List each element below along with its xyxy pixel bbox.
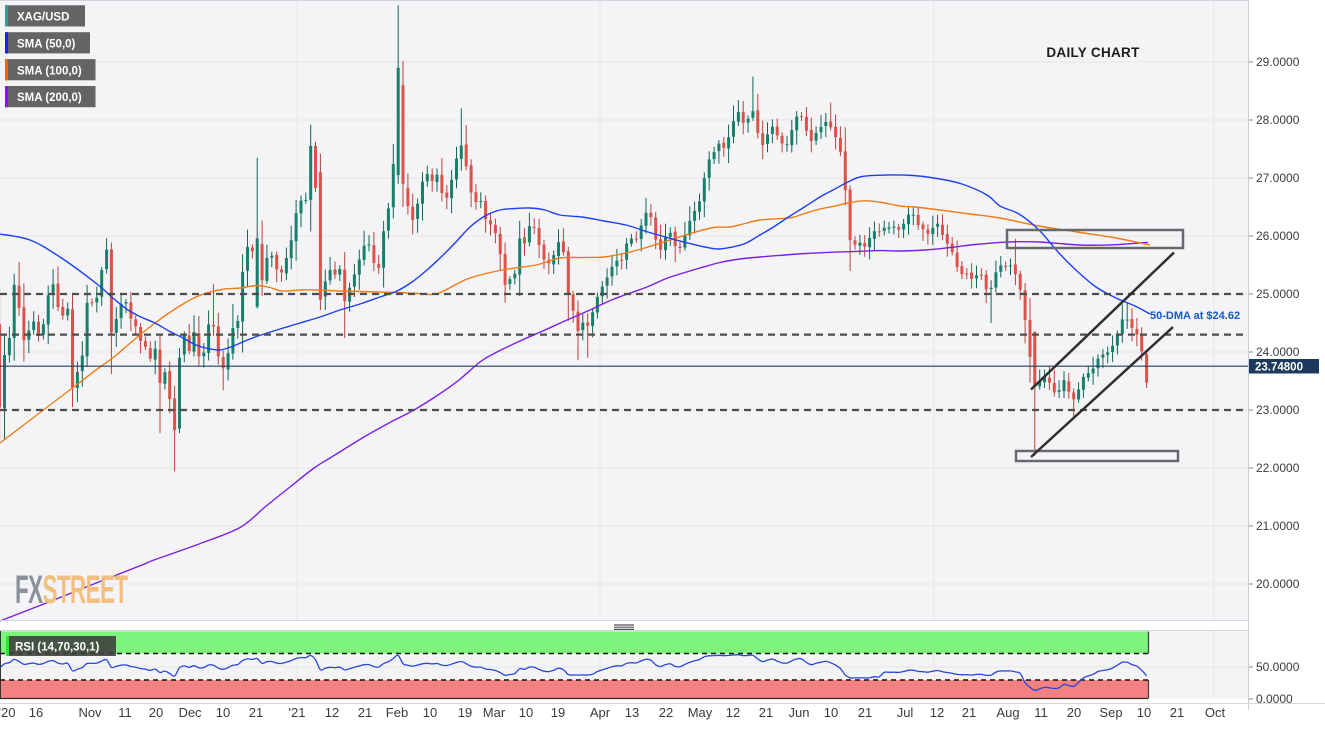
svg-text:12: 12: [726, 705, 740, 720]
svg-text:XAG/USD: XAG/USD: [17, 12, 69, 24]
svg-text:SMA (200,0): SMA (200,0): [17, 92, 82, 104]
svg-text:10: 10: [824, 705, 838, 720]
svg-text:Jul: Jul: [897, 705, 914, 720]
svg-text:50.0000: 50.0000: [1256, 660, 1300, 674]
svg-text:Oct: Oct: [1205, 705, 1226, 720]
svg-text:21: 21: [759, 705, 773, 720]
svg-text:22.0000: 22.0000: [1256, 461, 1300, 475]
svg-text:22: 22: [659, 705, 673, 720]
svg-text:Apr: Apr: [590, 705, 611, 720]
svg-text:May: May: [688, 705, 713, 720]
svg-text:SMA (100,0): SMA (100,0): [17, 65, 82, 77]
svg-text:13: 13: [625, 705, 639, 720]
svg-text:Mar: Mar: [483, 705, 506, 720]
svg-text:29.0000: 29.0000: [1256, 55, 1300, 69]
svg-text:20: 20: [149, 705, 163, 720]
svg-text:'20: '20: [0, 705, 15, 720]
svg-text:25.0000: 25.0000: [1256, 287, 1300, 301]
svg-text:19: 19: [551, 705, 565, 720]
svg-text:Aug: Aug: [996, 705, 1019, 720]
svg-text:26.0000: 26.0000: [1256, 229, 1300, 243]
svg-text:50-DMA at $24.62: 50-DMA at $24.62: [1150, 310, 1240, 322]
svg-text:10: 10: [1137, 705, 1151, 720]
svg-text:Nov: Nov: [78, 705, 102, 720]
svg-text:10: 10: [423, 705, 437, 720]
svg-text:21.0000: 21.0000: [1256, 519, 1300, 533]
svg-text:10: 10: [519, 705, 533, 720]
svg-text:Jun: Jun: [789, 705, 810, 720]
svg-text:12: 12: [325, 705, 339, 720]
svg-text:10: 10: [216, 705, 230, 720]
svg-text:11: 11: [1034, 705, 1048, 720]
svg-text:27.0000: 27.0000: [1256, 171, 1300, 185]
svg-text:21: 21: [358, 705, 372, 720]
svg-text:24.0000: 24.0000: [1256, 345, 1300, 359]
svg-text:20.0000: 20.0000: [1256, 577, 1300, 591]
svg-text:0.0000: 0.0000: [1256, 692, 1293, 706]
svg-text:21: 21: [249, 705, 263, 720]
svg-text:19: 19: [458, 705, 472, 720]
svg-text:'21: '21: [289, 705, 306, 720]
svg-text:28.0000: 28.0000: [1256, 113, 1300, 127]
svg-text:21: 21: [858, 705, 872, 720]
svg-text:Feb: Feb: [386, 705, 408, 720]
svg-text:11: 11: [118, 705, 132, 720]
svg-text:12: 12: [930, 705, 944, 720]
svg-text:23.74800: 23.74800: [1255, 362, 1303, 374]
svg-text:RSI (14,70,30,1): RSI (14,70,30,1): [15, 642, 100, 654]
svg-text:20: 20: [1067, 705, 1081, 720]
svg-text:SMA (50,0): SMA (50,0): [17, 38, 76, 50]
svg-text:21: 21: [1170, 705, 1184, 720]
svg-text:Sep: Sep: [1099, 705, 1122, 720]
svg-text:23.0000: 23.0000: [1256, 403, 1300, 417]
svg-text:DAILY CHART: DAILY CHART: [1046, 45, 1140, 60]
svg-text:FXSTREET: FXSTREET: [15, 567, 128, 611]
svg-text:16: 16: [29, 705, 43, 720]
svg-text:Dec: Dec: [178, 705, 202, 720]
svg-text:21: 21: [962, 705, 976, 720]
